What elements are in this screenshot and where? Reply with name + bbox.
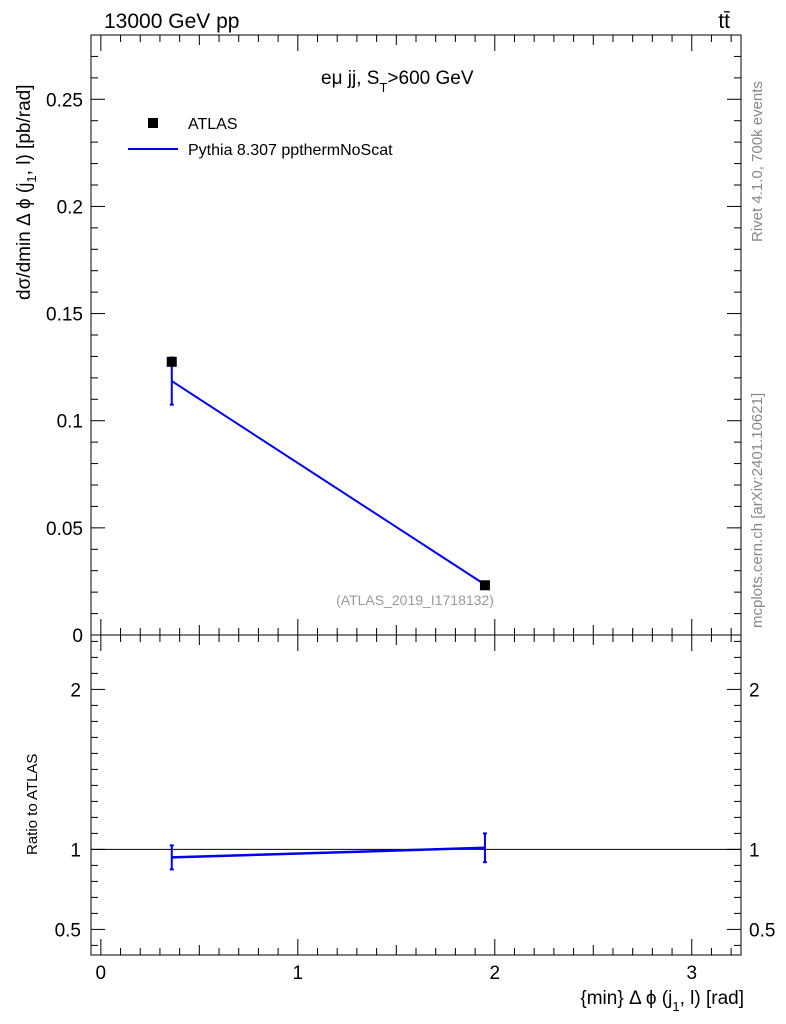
main-axes: 0 0.05 0.1 0.15 0.2 0.25 [46,34,741,647]
main-y-axis-label: dσ/dmin Δ ϕ (j1, l) [pb/rad] [14,85,39,301]
ratio-plot-frame [90,634,742,956]
main-series [166,356,490,591]
x-label-pre: {min} Δ ϕ (j [580,988,672,1009]
energy-label: 13000 GeV pp [104,10,239,33]
ratio-series [169,832,487,871]
plot-title-main: eμ jj, S [321,68,379,89]
main-y-tick-label: 0 [72,626,83,647]
ratio-pythia-line [171,846,485,859]
rivet-label: Rivet 4.1.0, 700k events [749,81,766,242]
legend-atlas-marker [148,118,158,128]
mcplots-label: mcplots.cern.ch [arXiv:2401.10621] [749,393,766,628]
plot-title-rest: >600 GeV [387,68,473,89]
ratio-axes: 0 1 2 3 0.5 0.5 1 1 2 2 [55,635,775,984]
main-y-tick-label: 0.05 [46,519,83,540]
main-y-tick-label: 0.15 [46,305,83,326]
ratio-y-tick-label-left: 1 [70,840,81,861]
x-axis-label: {min} Δ ϕ (j1, l) [rad] [580,988,744,1014]
x-tick-label: 1 [293,963,304,984]
x-label-sub: 1 [672,999,679,1014]
x-label-post: , l) [rad] [680,988,744,1009]
x-tick-label: 0 [96,963,107,984]
pythia-line [171,380,486,586]
main-y-tick-label: 0.25 [46,90,83,111]
plot-title: eμ jj, ST>600 GeV [321,68,474,95]
plot-title-sub: T [379,80,387,95]
x-tick-label: 2 [489,963,500,984]
legend-pythia-label: Pythia 8.307 ppthermNoScat [188,142,393,159]
ratio-y-axis-label: Ratio to ATLAS [24,754,41,855]
atlas-data-point [166,356,177,367]
main-y-tick-label: 0.2 [57,197,83,218]
atlas-data-point [479,580,490,591]
main-y-label-sub: 1 [24,175,39,182]
analysis-watermark: (ATLAS_2019_I1718132) [336,592,494,608]
ratio-y-tick-label-right: 2 [749,680,760,701]
main-y-label-main: dσ/dmin Δ ϕ (j [14,183,35,300]
x-tick-label: 3 [686,963,697,984]
ratio-y-tick-label-right: 1 [749,840,760,861]
ratio-y-tick-label-left: 2 [70,680,81,701]
main-y-tick-label: 0.1 [57,412,83,433]
main-y-label-rest: , l) [pb/rad] [14,85,35,176]
ratio-y-tick-label-left: 0.5 [55,920,81,941]
process-label: tt̄ [718,10,730,33]
legend-atlas-label: ATLAS [188,116,238,133]
ratio-y-tick-label-right: 0.5 [749,920,775,941]
